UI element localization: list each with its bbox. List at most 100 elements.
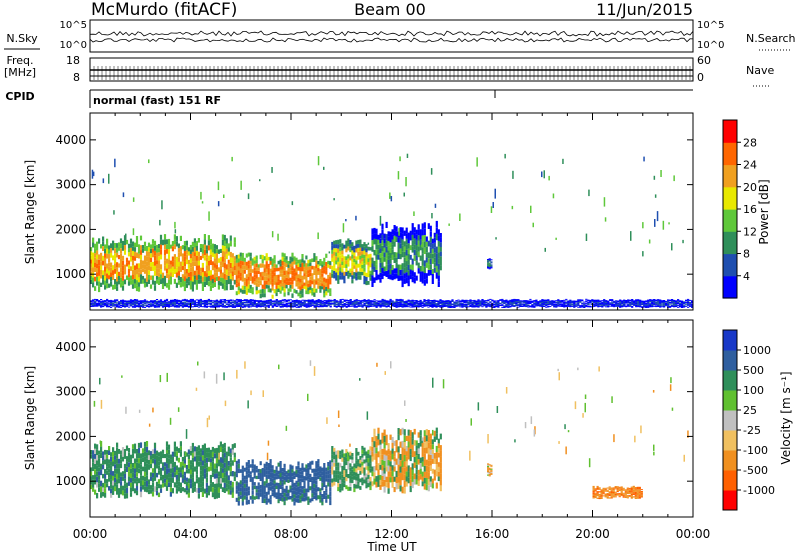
echo-cell [217, 302, 220, 304]
echo-cell [181, 300, 184, 302]
echo-cell [415, 302, 418, 304]
echo-cell [193, 300, 196, 302]
echo-cell [217, 303, 220, 305]
echo-cell [403, 301, 406, 303]
echo-cell [173, 269, 176, 274]
echo-cell [287, 291, 290, 296]
echo-cell [407, 259, 410, 265]
echo-cell [351, 266, 354, 271]
echo-cell [485, 305, 488, 307]
echo-cell [207, 303, 210, 305]
echo-cell [533, 305, 536, 307]
echo-cell [215, 458, 218, 464]
echo-cell [199, 479, 202, 484]
echo-cell [191, 261, 194, 267]
echo-cell [333, 248, 336, 252]
echo-speck [403, 192, 405, 197]
echo-cell [114, 304, 117, 306]
echo-cell [131, 251, 135, 256]
echo-cell [96, 250, 99, 255]
echo-cell [131, 304, 135, 306]
echo-cell [357, 243, 360, 248]
echo-cell [421, 229, 424, 236]
echo-cell [543, 299, 546, 301]
echo-cell [611, 303, 614, 305]
echo-cell [393, 306, 396, 307]
echo-cell [315, 299, 318, 301]
echo-cell [387, 300, 390, 302]
echo-cell [495, 304, 498, 306]
echo-cell [479, 303, 482, 305]
echo-cell [423, 301, 426, 303]
echo-cell [593, 301, 596, 303]
echo-cell [155, 304, 159, 305]
echo-cell [213, 306, 216, 308]
echo-cell [157, 303, 161, 305]
echo-cell [461, 305, 464, 307]
echo-cell [559, 305, 562, 307]
echo-cell [96, 268, 99, 273]
echo-cell [155, 248, 159, 253]
echo-cell [291, 252, 294, 258]
echo-cell [205, 452, 208, 458]
echo-cell [283, 305, 286, 307]
echo-cell [479, 302, 482, 304]
echo-cell [595, 304, 598, 305]
echo-cell [621, 305, 624, 306]
echo-cell [677, 300, 680, 302]
echo-cell [599, 300, 602, 302]
echo-cell [293, 304, 296, 306]
echo-cell [509, 300, 512, 302]
echo-cell [201, 303, 204, 304]
echo-cell [313, 306, 316, 308]
echo-cell [118, 306, 121, 308]
echo-cell [437, 301, 440, 303]
echo-cell [431, 301, 434, 303]
echo-cell [133, 478, 137, 484]
echo-cell [613, 301, 616, 303]
echo-cell [165, 239, 169, 245]
echo-cell [365, 256, 368, 261]
echo-cell [411, 258, 414, 265]
echo-cell [309, 289, 312, 294]
echo-cell [343, 303, 346, 305]
echo-cell [193, 247, 196, 253]
echo-cell [641, 303, 644, 305]
echo-cell [361, 244, 364, 248]
echo-cell [657, 306, 660, 307]
echo-cell [92, 475, 95, 480]
echo-cell [187, 306, 190, 308]
echo-cell [307, 304, 310, 306]
echo-cell [337, 239, 340, 245]
echo-cell [489, 306, 492, 308]
echo-cell [677, 303, 680, 305]
echo-cell [143, 451, 147, 457]
echo-cell [237, 286, 240, 291]
echo-cell [90, 247, 93, 252]
echo-cell [433, 302, 436, 304]
echo-cell [159, 488, 163, 493]
echo-cell [483, 303, 486, 305]
echo-cell [167, 254, 171, 260]
echo-cell [293, 301, 296, 303]
echo-cell [143, 461, 147, 467]
echo-cell [429, 302, 432, 304]
echo-cell [305, 274, 308, 279]
echo-cell [177, 467, 180, 473]
echo-cell [319, 272, 322, 276]
echo-cell [679, 301, 682, 303]
echo-cell [623, 302, 626, 304]
echo-cell [425, 302, 428, 304]
echo-speck [494, 188, 496, 199]
echo-cell [287, 267, 290, 272]
echo-cell [145, 446, 149, 453]
echo-cell [515, 303, 518, 305]
echo-cell [193, 270, 196, 276]
echo-cell [147, 270, 151, 275]
echo-cell [569, 303, 572, 305]
echo-cell [395, 306, 398, 308]
echo-cell [531, 305, 534, 307]
echo-cell [315, 301, 318, 303]
echo-cell [587, 300, 590, 302]
echo-cell [553, 306, 556, 308]
